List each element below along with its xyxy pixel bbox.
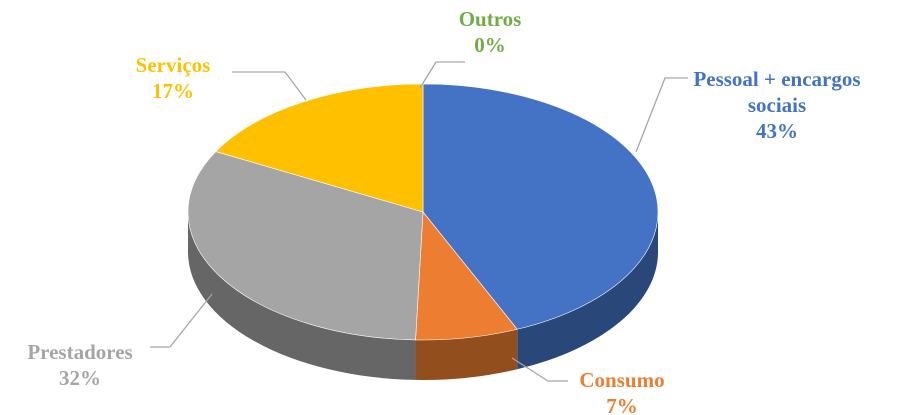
value-label: 0% xyxy=(474,33,506,57)
data-label: Serviços 17% xyxy=(73,52,273,104)
category-label: Outros xyxy=(458,7,522,31)
slice-side xyxy=(188,212,416,380)
slice-side xyxy=(517,212,658,370)
category-label: Prestadores xyxy=(27,340,133,364)
leader-line xyxy=(150,293,213,348)
slice xyxy=(415,211,518,341)
value-label: 32% xyxy=(59,366,101,390)
category-label: Serviços xyxy=(135,53,211,77)
data-label: Prestadores 32% xyxy=(0,339,180,391)
value-label: 17% xyxy=(152,79,194,103)
leader-line xyxy=(232,71,307,101)
category-label: Pessoal + encargos sociais xyxy=(693,67,861,117)
data-label: Consumo 7% xyxy=(522,367,722,415)
value-label: 7% xyxy=(606,394,638,415)
leader-lines xyxy=(150,61,688,382)
leader-line xyxy=(511,357,568,382)
category-label: Consumo xyxy=(579,368,665,392)
slice-side xyxy=(415,329,518,380)
slice xyxy=(215,83,424,213)
value-label: 43% xyxy=(756,119,798,143)
leader-line xyxy=(635,77,688,153)
data-label: Outros 0% xyxy=(390,6,590,58)
slice xyxy=(422,83,659,330)
data-label: Pessoal + encargos sociais 43% xyxy=(677,66,877,144)
slice xyxy=(187,151,424,341)
leader-line xyxy=(419,61,465,89)
